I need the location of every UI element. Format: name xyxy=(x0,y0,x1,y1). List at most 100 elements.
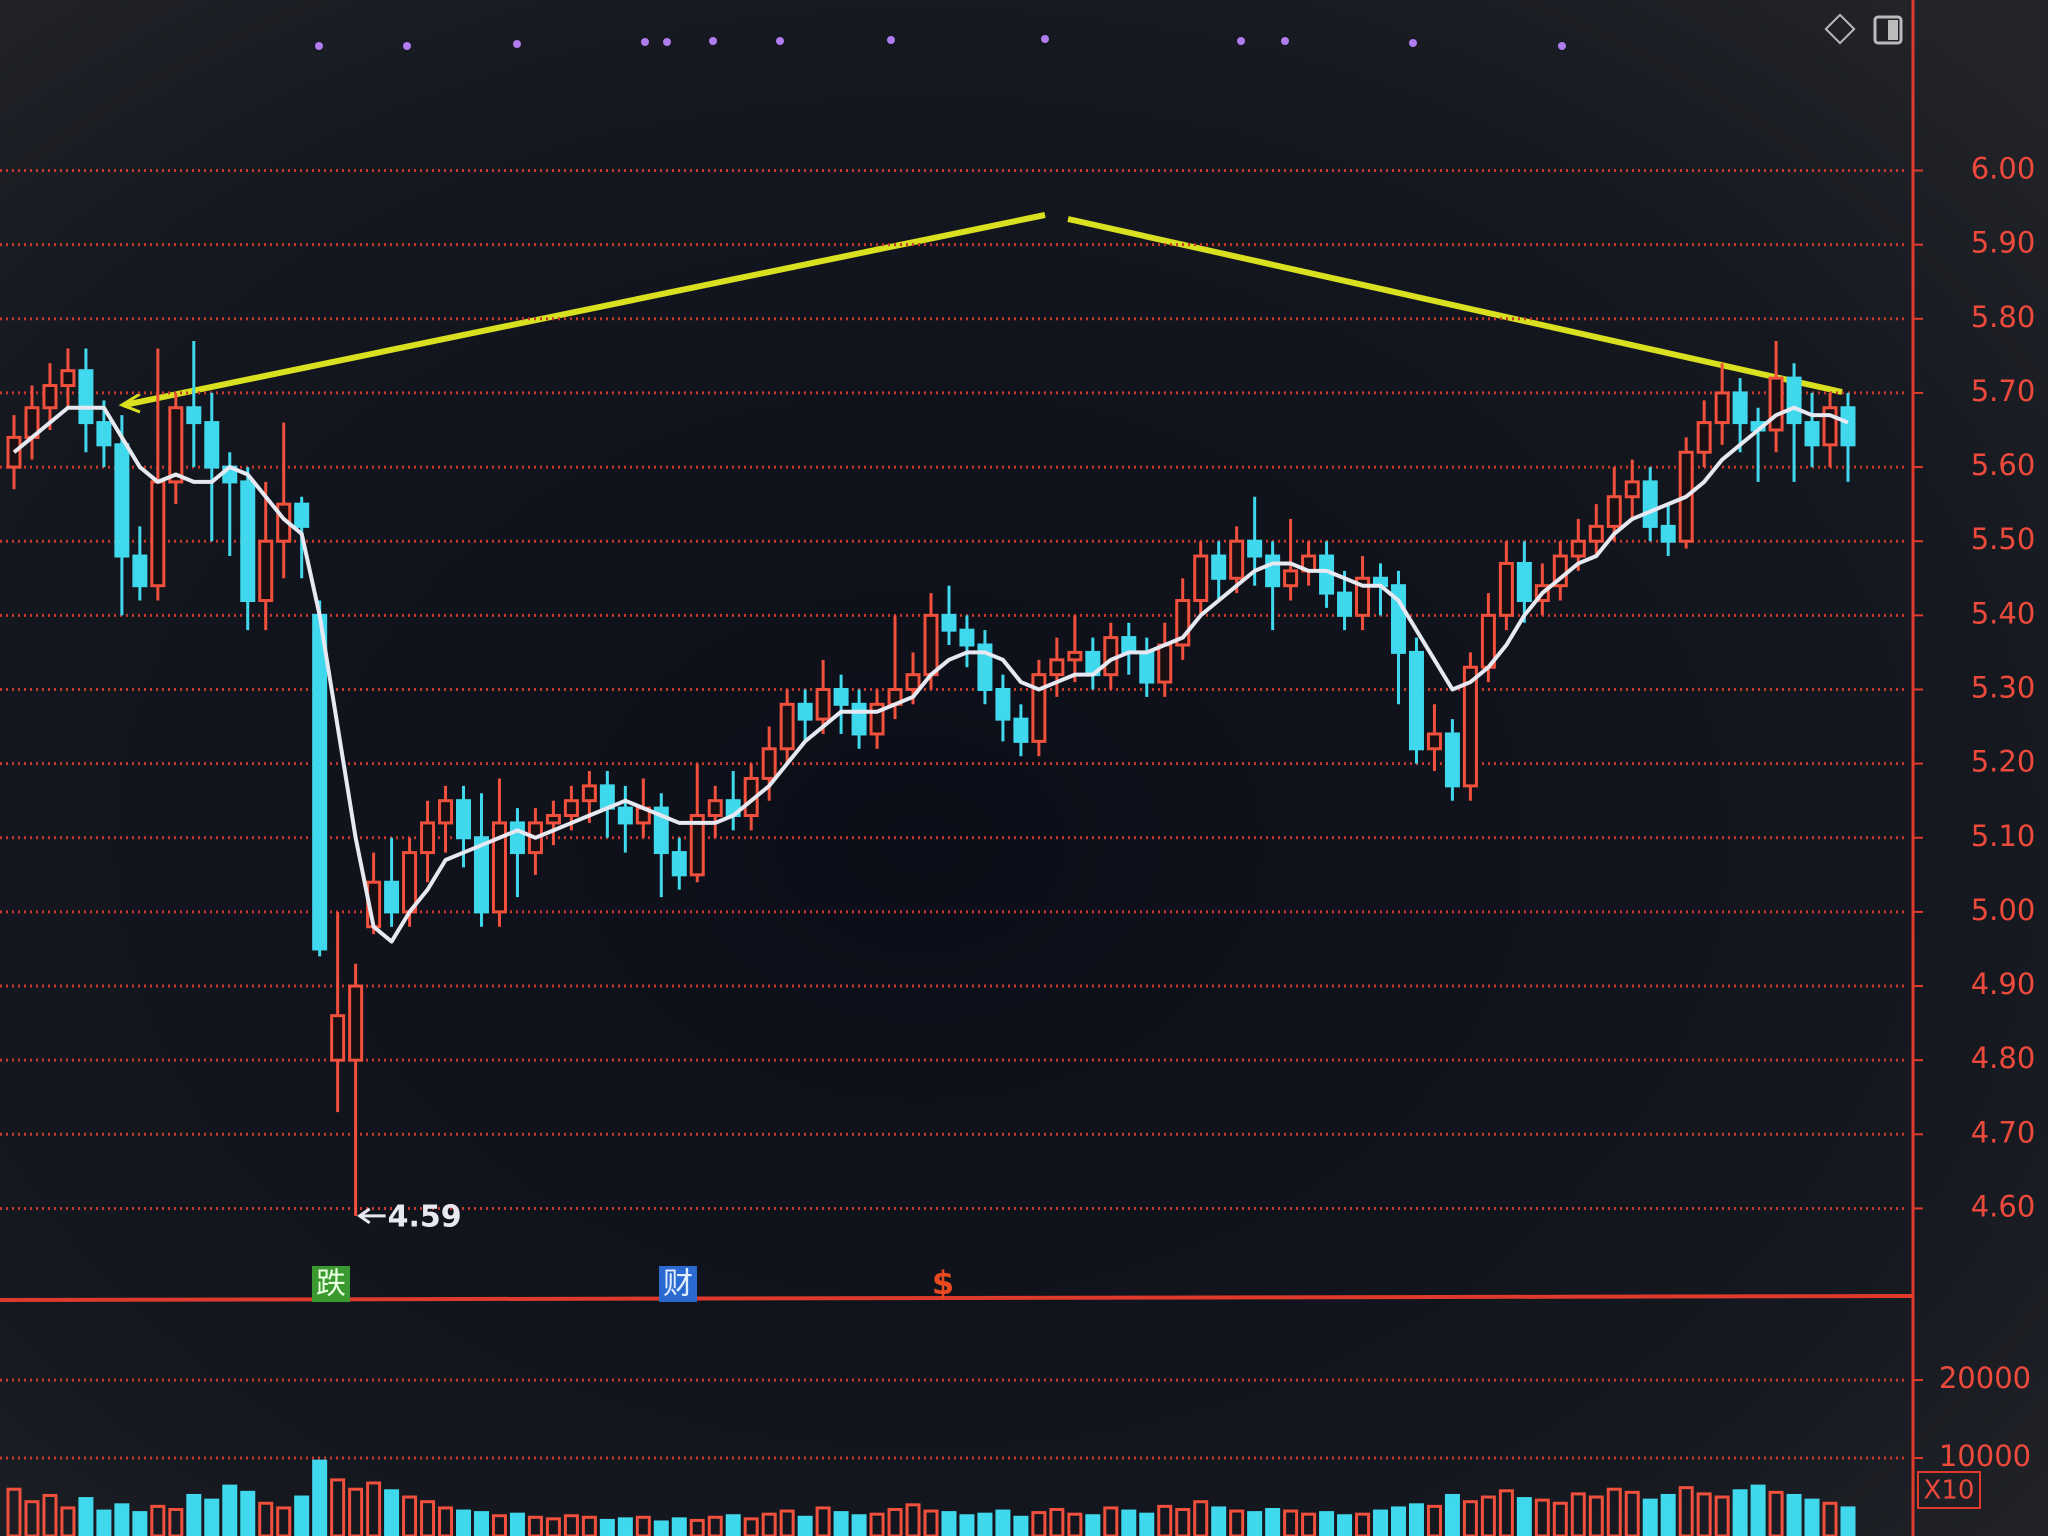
event-markers: 跌 财 $ xyxy=(312,1264,954,1302)
candle-body xyxy=(1013,717,1029,743)
volume-bar xyxy=(797,1515,813,1536)
volume-bar xyxy=(671,1517,687,1536)
candle-body xyxy=(1157,643,1173,684)
volume-bar xyxy=(78,1497,94,1536)
panel-icon[interactable] xyxy=(1873,15,1903,45)
candle-body xyxy=(707,799,723,818)
volume-bar xyxy=(1426,1504,1442,1536)
volume-bar xyxy=(1049,1507,1065,1536)
candle-body xyxy=(1139,650,1155,684)
candle-body xyxy=(545,814,561,825)
volume-bar xyxy=(1642,1498,1658,1536)
candle-body xyxy=(1247,539,1263,558)
candle-body xyxy=(258,539,274,603)
candle-body xyxy=(1211,554,1227,580)
y-tick-label: 4.60 xyxy=(1971,1189,2036,1223)
candle-body xyxy=(797,702,813,721)
volume-bar xyxy=(833,1511,849,1536)
y2-tick-label: 20000 xyxy=(1939,1361,2031,1395)
candle-body xyxy=(1049,658,1065,677)
diamond-icon[interactable] xyxy=(1824,13,1856,45)
candle-body xyxy=(330,1014,346,1062)
volume-bar xyxy=(473,1511,489,1536)
event-marker: $ xyxy=(932,1264,954,1302)
candle-body xyxy=(1121,636,1137,654)
candle-body xyxy=(42,384,58,410)
candle-body xyxy=(995,687,1011,721)
volume-bar xyxy=(1211,1506,1227,1536)
volume-bar xyxy=(186,1493,202,1536)
panel-icon-fill xyxy=(1888,20,1898,40)
volume-bar xyxy=(1121,1509,1137,1536)
low-annotation: 4.59 xyxy=(388,1199,462,1234)
candle-body xyxy=(833,687,849,706)
candle-body xyxy=(1696,421,1712,454)
y-tick-label: 5.40 xyxy=(1971,596,2036,630)
volume-bar xyxy=(1516,1497,1532,1536)
volume-bar xyxy=(312,1459,328,1536)
volume-bar xyxy=(653,1520,669,1536)
y-tick-label: 6.00 xyxy=(1971,152,2036,186)
candle-body xyxy=(851,702,867,736)
volume-bar xyxy=(1534,1498,1550,1536)
candle-body xyxy=(671,851,687,877)
candle-body xyxy=(402,851,418,914)
volume-bar xyxy=(438,1506,454,1536)
y-tick-label: 4.90 xyxy=(1971,967,2036,1001)
candle-body xyxy=(312,613,328,951)
volume-bar xyxy=(1265,1507,1281,1536)
volume-bar xyxy=(779,1509,795,1536)
volume-bar xyxy=(725,1514,741,1536)
candle-body xyxy=(1804,421,1820,447)
y-tick-label: 5.80 xyxy=(1971,300,2036,334)
volume-bar xyxy=(1373,1509,1389,1536)
candle-body xyxy=(96,421,112,447)
volume-bar xyxy=(420,1500,436,1536)
volume-bar xyxy=(42,1493,58,1536)
candle-body xyxy=(1265,554,1281,588)
volume-bar xyxy=(1588,1495,1604,1536)
volume-bar xyxy=(509,1512,525,1536)
volume-bar xyxy=(96,1509,112,1536)
volume-bar xyxy=(1193,1500,1209,1536)
volume-bar xyxy=(1552,1501,1568,1536)
y-tick-label: 5.60 xyxy=(1971,448,2036,482)
volume-bar xyxy=(456,1509,472,1536)
volume-bar xyxy=(1714,1495,1730,1536)
volume-bar xyxy=(276,1506,292,1536)
volume-bar xyxy=(1229,1509,1245,1536)
volume-bar xyxy=(977,1512,993,1536)
candle-body xyxy=(60,369,76,388)
toolbar-icons[interactable] xyxy=(1824,13,1903,45)
volume-bar xyxy=(1139,1512,1155,1536)
candle-body xyxy=(689,814,705,877)
volume-bar xyxy=(402,1495,418,1536)
candle-body xyxy=(1426,732,1442,751)
volume-bar xyxy=(1390,1506,1406,1536)
candle-body xyxy=(581,784,597,803)
candle-body xyxy=(1606,495,1622,528)
volume-bar xyxy=(1804,1498,1820,1536)
candle-body xyxy=(1444,732,1460,788)
volume-bar xyxy=(168,1507,184,1536)
volume-bar xyxy=(1175,1507,1191,1536)
event-marker: 跌 xyxy=(316,1267,346,1302)
candle-body xyxy=(653,806,669,855)
candle-body xyxy=(1462,665,1478,788)
volume-bar xyxy=(1031,1511,1047,1536)
volume-bar xyxy=(851,1514,867,1536)
volume-unit-label: X10 xyxy=(1924,1476,1975,1506)
volume-bar xyxy=(132,1511,148,1536)
volume-bar xyxy=(995,1509,1011,1536)
candle-body xyxy=(1229,539,1245,580)
volume-bar xyxy=(1786,1493,1802,1536)
volume-bar xyxy=(1750,1484,1766,1536)
candle-body xyxy=(294,502,310,528)
candle-body xyxy=(617,806,633,825)
candle-body xyxy=(509,821,525,855)
y-tick-label: 5.20 xyxy=(1971,745,2036,779)
y-tick-label: 5.00 xyxy=(1971,893,2036,927)
candle-body xyxy=(168,406,184,484)
y-tick-label: 4.70 xyxy=(1971,1115,2036,1149)
